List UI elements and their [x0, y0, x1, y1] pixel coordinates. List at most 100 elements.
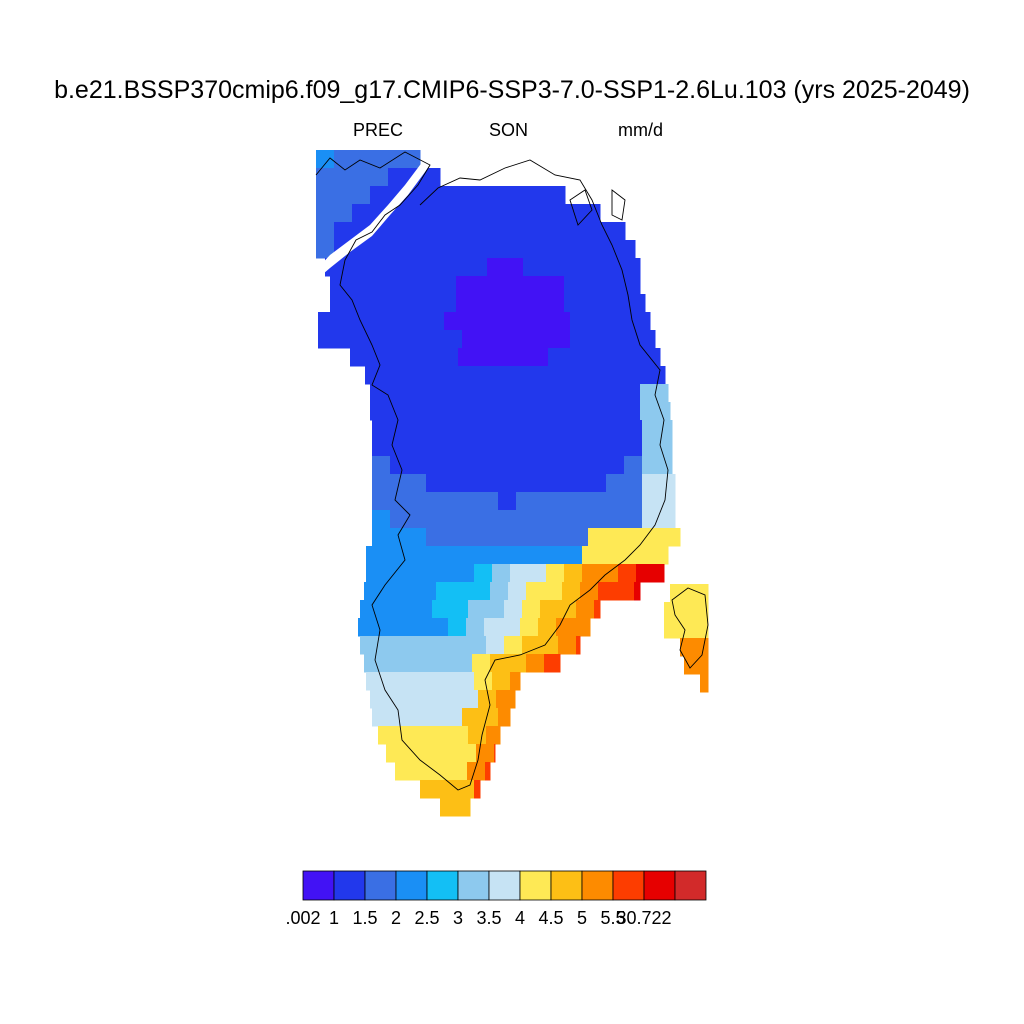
grid-cell — [586, 402, 605, 421]
grid-cell — [431, 762, 450, 781]
grid-cell — [496, 240, 515, 259]
grid-cell — [460, 384, 479, 403]
grid-cell — [440, 798, 459, 817]
grid-cell — [682, 602, 701, 621]
grid-cell — [534, 492, 553, 511]
grid-cell — [420, 780, 439, 799]
grid-cell — [550, 240, 569, 259]
grid-cell — [402, 294, 421, 313]
grid-cell — [642, 456, 661, 475]
grid-cell — [480, 312, 499, 331]
grid-cell — [532, 240, 551, 259]
grid-cell — [600, 276, 619, 295]
grid-cell — [490, 582, 509, 601]
grid-cell — [494, 348, 513, 367]
grid-cell — [498, 420, 517, 439]
grid-cell — [432, 636, 451, 655]
grid-cell — [516, 330, 535, 349]
grid-cell — [460, 204, 479, 223]
grid-cell — [361, 258, 380, 277]
grid-cell — [388, 222, 407, 241]
colorbar-box — [426, 870, 459, 901]
grid-cell — [523, 258, 542, 277]
colorbar-tick-label: 5.5 — [600, 908, 625, 928]
grid-cell — [514, 204, 533, 223]
grid-cell — [462, 474, 481, 493]
grid-cell — [534, 312, 553, 331]
grid-cell — [510, 564, 529, 583]
grid-cell — [532, 204, 551, 223]
grid-cell — [514, 240, 533, 259]
grid-cell — [588, 330, 607, 349]
grid-cell — [458, 348, 477, 367]
grid-cell — [474, 276, 493, 295]
grid-cell — [552, 492, 571, 511]
grid-cell — [352, 168, 371, 187]
grid-cell — [330, 294, 349, 313]
grid-cell — [480, 420, 499, 439]
colorbar-box — [488, 870, 521, 901]
grid-cell — [684, 656, 703, 675]
grid-cell — [426, 510, 445, 529]
grid-cell — [664, 602, 683, 621]
grid-cell — [442, 186, 461, 205]
grid-cell — [570, 474, 589, 493]
grid-cell — [558, 636, 577, 655]
grid-cell — [478, 690, 497, 709]
grid-cell — [444, 420, 463, 439]
grid-cell — [534, 330, 553, 349]
grid-cell — [484, 618, 503, 637]
grid-cell — [486, 600, 505, 619]
colorbar-box — [581, 870, 614, 901]
grid-cell — [526, 654, 545, 673]
grid-cell — [448, 618, 467, 637]
grid-cell — [516, 492, 535, 511]
grid-cell — [514, 690, 516, 709]
grid-cell — [372, 312, 391, 331]
grid-cell — [552, 438, 571, 457]
grid-cell — [360, 636, 379, 655]
grid-cell — [386, 744, 405, 763]
grid-cell — [412, 618, 431, 637]
grid-cell — [382, 654, 401, 673]
grid-cell — [472, 654, 491, 673]
grid-cell — [576, 600, 595, 619]
grid-cell — [397, 258, 416, 277]
grid-cell — [514, 186, 533, 205]
grid-cell — [618, 564, 637, 583]
grid-cell — [396, 600, 415, 619]
grid-cell — [437, 366, 456, 385]
grid-cell — [440, 744, 459, 763]
grid-cell — [548, 348, 567, 367]
grid-cell — [382, 582, 401, 601]
grid-cell — [522, 600, 541, 619]
grid-cell — [546, 294, 565, 313]
grid-cell — [552, 456, 571, 475]
grid-cell — [588, 456, 607, 475]
grid-cell — [502, 618, 521, 637]
grid-cell — [526, 582, 545, 601]
grid-cell — [552, 420, 571, 439]
grid-cell — [415, 258, 434, 277]
grid-cell — [532, 186, 551, 205]
grid-cell — [460, 222, 479, 241]
grid-cell — [316, 222, 335, 241]
grid-cell — [372, 528, 391, 547]
plot-title: b.e21.BSSP370cmip6.f09_g17.CMIP6-SSP3-7.… — [54, 76, 970, 104]
grid-cell — [552, 330, 571, 349]
grid-cell — [606, 330, 625, 349]
grid-cell — [414, 726, 433, 745]
grid-cell — [358, 618, 377, 637]
grid-cell — [334, 204, 353, 223]
grid-cell — [420, 294, 439, 313]
grid-cell — [360, 600, 379, 619]
grid-cell — [570, 438, 589, 457]
grid-cell — [534, 438, 553, 457]
grid-cell — [564, 294, 583, 313]
grid-cell — [474, 672, 493, 691]
grid-cell — [570, 312, 589, 331]
grid-cell — [478, 222, 497, 241]
grid-cell — [430, 618, 449, 637]
grid-cell — [388, 150, 407, 169]
grid-cell — [570, 330, 589, 349]
